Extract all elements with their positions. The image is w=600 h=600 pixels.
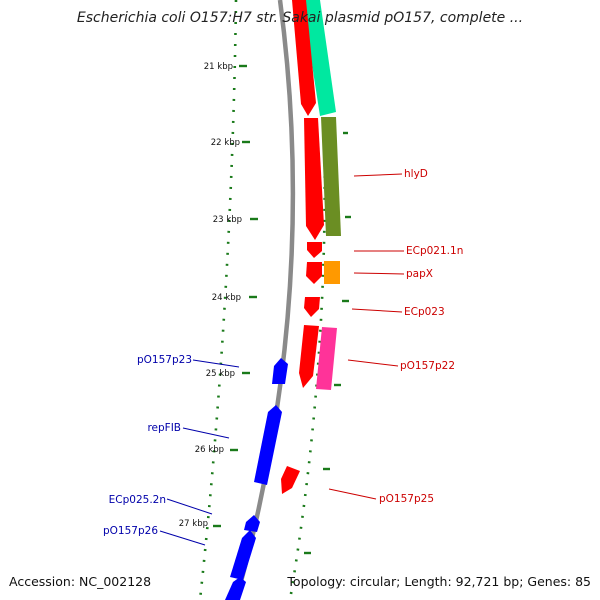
reverse-label-leaders: [159, 359, 240, 546]
gene-label-papX[interactable]: papX: [406, 268, 433, 280]
gene-label-repFIB[interactable]: repFIB: [147, 422, 181, 434]
forward-cds-4: [306, 262, 322, 284]
gene-label-ECp021-1n[interactable]: ECp021.1n: [406, 245, 463, 257]
reverse-cds-2: [254, 405, 282, 485]
forward-cds-3: [307, 242, 322, 258]
forward-label-leaders: [328, 173, 405, 500]
plasmid-backbone: [233, 0, 296, 600]
teal-feature-band: [302, 0, 336, 116]
reverse-cds-3: [244, 515, 260, 532]
forward-cds-7: [281, 466, 300, 494]
reverse-cds-1: [272, 358, 288, 384]
gene-label-ECp025-2n[interactable]: ECp025.2n: [109, 494, 166, 506]
pink-feature-bar: [316, 327, 337, 390]
scale-label-24kbp: 24 kbp: [212, 293, 241, 303]
gene-label-pO157p22[interactable]: pO157p22: [400, 360, 455, 372]
scale-ticks: [213, 64, 258, 528]
forward-cds-1: [292, 0, 316, 116]
gene-label-pO157p25[interactable]: pO157p25: [379, 493, 434, 505]
scale-label-23kbp: 23 kbp: [213, 215, 242, 225]
gene-label-ECp023[interactable]: ECp023: [404, 306, 445, 318]
major-ticks-right: [304, 131, 351, 555]
gene-label-pO157p26[interactable]: pO157p26: [103, 525, 158, 537]
forward-cds-6: [299, 325, 319, 388]
scale-label-25kbp: 25 kbp: [206, 369, 235, 379]
gene-label-pO157p23[interactable]: pO157p23: [137, 354, 192, 366]
tick-track-right: [288, 0, 327, 600]
olive-feature-band: [321, 117, 341, 236]
orange-feature-bar: [324, 261, 340, 284]
topology-text: Topology: circular; Length: 92,721 bp; G…: [286, 574, 591, 589]
map-title: Escherichia coli O157:H7 str. Sakai plas…: [77, 10, 523, 26]
accession-text: Accession: NC_002128: [9, 574, 151, 589]
forward-cds-2: [304, 118, 324, 240]
forward-cds-5: [304, 297, 320, 317]
gene-label-hlyD[interactable]: hlyD: [404, 168, 428, 180]
scale-label-26kbp: 26 kbp: [195, 445, 224, 455]
scale-label-22kbp: 22 kbp: [211, 138, 240, 148]
reverse-cds-4: [230, 530, 256, 580]
reverse-cds-5: [225, 577, 246, 600]
scale-label-21kbp: 21 kbp: [204, 62, 233, 72]
scale-label-27kbp: 27 kbp: [179, 519, 208, 529]
